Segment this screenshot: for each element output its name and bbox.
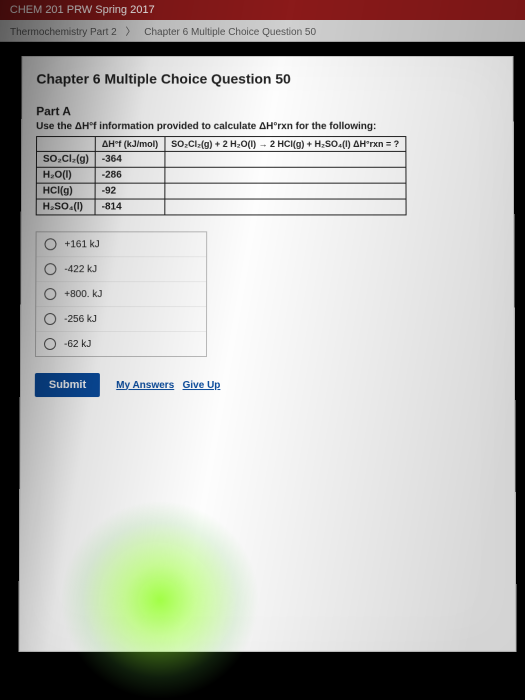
radio-icon[interactable]	[44, 238, 56, 250]
course-name: CHEM 201 PRW Spring 2017	[10, 4, 155, 16]
species-cell: H₂SO₄(l)	[36, 199, 95, 215]
choice-label: +800. kJ	[64, 289, 102, 300]
value-cell: -814	[95, 199, 164, 215]
choice-option[interactable]: +800. kJ	[36, 282, 206, 307]
course-header: CHEM 201 PRW Spring 2017	[0, 0, 525, 20]
radio-icon[interactable]	[44, 288, 56, 300]
value-cell: -92	[95, 183, 164, 199]
choice-label: -256 kJ	[64, 314, 97, 325]
species-cell: H₂O(l)	[36, 167, 95, 183]
value-cell: -286	[95, 167, 164, 183]
answer-choices: +161 kJ -422 kJ +800. kJ -256 kJ -62 kJ	[35, 231, 207, 357]
submit-button[interactable]: Submit	[35, 373, 100, 397]
choice-option[interactable]: +161 kJ	[36, 232, 206, 257]
give-up-link[interactable]: Give Up	[183, 380, 221, 391]
choice-option[interactable]: -62 kJ	[36, 332, 206, 356]
chevron-right-icon: 〉	[125, 27, 135, 38]
table-row: SO₂Cl₂(g) -364	[36, 151, 405, 167]
choice-label: +161 kJ	[64, 239, 99, 250]
breadcrumb: Thermochemistry Part 2 〉 Chapter 6 Multi…	[0, 20, 525, 42]
breadcrumb-part[interactable]: Thermochemistry Part 2	[10, 27, 117, 38]
answer-links: My Answers Give Up	[116, 380, 220, 391]
action-row: Submit My Answers Give Up	[35, 373, 504, 397]
radio-icon[interactable]	[44, 338, 56, 350]
table-row: H₂SO₄(l) -814	[36, 199, 406, 215]
table-row: H₂O(l) -286	[36, 167, 405, 183]
value-cell: -364	[95, 151, 164, 167]
choice-option[interactable]: -256 kJ	[36, 307, 206, 332]
part-label: Part A	[36, 104, 503, 118]
species-cell: HCl(g)	[36, 183, 95, 199]
question-title: Chapter 6 Multiple Choice Question 50	[36, 71, 502, 87]
species-cell: SO₂Cl₂(g)	[36, 151, 95, 167]
table-row: HCl(g) -92	[36, 183, 406, 199]
table-header-blank	[37, 137, 96, 152]
choice-label: -422 kJ	[64, 264, 97, 275]
my-answers-link[interactable]: My Answers	[116, 380, 174, 391]
enthalpy-table: ΔH°f (kJ/mol) SO₂Cl₂(g) + 2 H₂O(l) → 2 H…	[36, 136, 407, 215]
breadcrumb-question: Chapter 6 Multiple Choice Question 50	[144, 27, 316, 38]
reaction-equation: SO₂Cl₂(g) + 2 H₂O(l) → 2 HCl(g) + H₂SO₄(…	[165, 137, 406, 152]
prompt-text: Use the ΔH°f information provided to cal…	[36, 121, 503, 132]
question-panel: Chapter 6 Multiple Choice Question 50 Pa…	[18, 56, 516, 652]
radio-icon[interactable]	[44, 263, 56, 275]
choice-label: -62 kJ	[64, 339, 91, 350]
table-header-dhf: ΔH°f (kJ/mol)	[95, 137, 164, 152]
choice-option[interactable]: -422 kJ	[36, 257, 206, 282]
radio-icon[interactable]	[44, 313, 56, 325]
